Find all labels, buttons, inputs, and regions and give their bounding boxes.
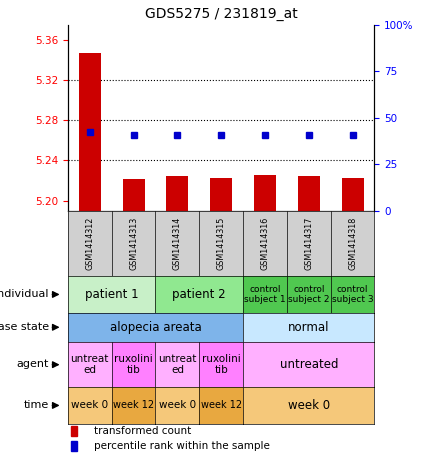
Text: time: time bbox=[24, 400, 49, 410]
Text: week 0: week 0 bbox=[288, 399, 330, 412]
Text: alopecia areata: alopecia areata bbox=[110, 321, 201, 334]
Text: GSM1414315: GSM1414315 bbox=[217, 217, 226, 270]
Text: ruxolini
tib: ruxolini tib bbox=[202, 354, 240, 376]
Text: untreat
ed: untreat ed bbox=[158, 354, 197, 376]
Text: transformed count: transformed count bbox=[94, 426, 191, 436]
Text: individual: individual bbox=[0, 289, 49, 299]
Bar bbox=[71, 427, 78, 436]
Text: week 12: week 12 bbox=[113, 400, 154, 410]
Text: percentile rank within the sample: percentile rank within the sample bbox=[94, 441, 270, 451]
Text: GSM1414313: GSM1414313 bbox=[129, 217, 138, 270]
Text: normal: normal bbox=[288, 321, 329, 334]
Text: GSM1414314: GSM1414314 bbox=[173, 217, 182, 270]
Text: control
subject 2: control subject 2 bbox=[288, 285, 329, 304]
Bar bbox=[166, 175, 188, 211]
Text: agent: agent bbox=[17, 359, 49, 369]
Text: control
subject 3: control subject 3 bbox=[332, 285, 374, 304]
Text: disease state: disease state bbox=[0, 322, 49, 332]
Text: GSM1414317: GSM1414317 bbox=[304, 217, 313, 270]
Text: week 0: week 0 bbox=[71, 400, 108, 410]
Bar bbox=[342, 178, 364, 211]
Bar bbox=[79, 53, 101, 211]
Title: GDS5275 / 231819_at: GDS5275 / 231819_at bbox=[145, 7, 297, 21]
Text: week 12: week 12 bbox=[201, 400, 242, 410]
Text: patient 1: patient 1 bbox=[85, 288, 138, 301]
Text: untreated: untreated bbox=[279, 358, 338, 371]
Text: GSM1414318: GSM1414318 bbox=[348, 217, 357, 270]
Bar bbox=[298, 175, 320, 211]
Text: GSM1414312: GSM1414312 bbox=[85, 217, 94, 270]
Bar bbox=[254, 174, 276, 211]
Text: untreat
ed: untreat ed bbox=[71, 354, 109, 376]
Bar bbox=[123, 178, 145, 211]
Text: GSM1414316: GSM1414316 bbox=[261, 217, 269, 270]
Bar bbox=[210, 178, 232, 211]
Text: week 0: week 0 bbox=[159, 400, 196, 410]
Text: patient 2: patient 2 bbox=[173, 288, 226, 301]
Text: ruxolini
tib: ruxolini tib bbox=[114, 354, 153, 376]
Text: control
subject 1: control subject 1 bbox=[244, 285, 286, 304]
Bar bbox=[71, 441, 78, 451]
